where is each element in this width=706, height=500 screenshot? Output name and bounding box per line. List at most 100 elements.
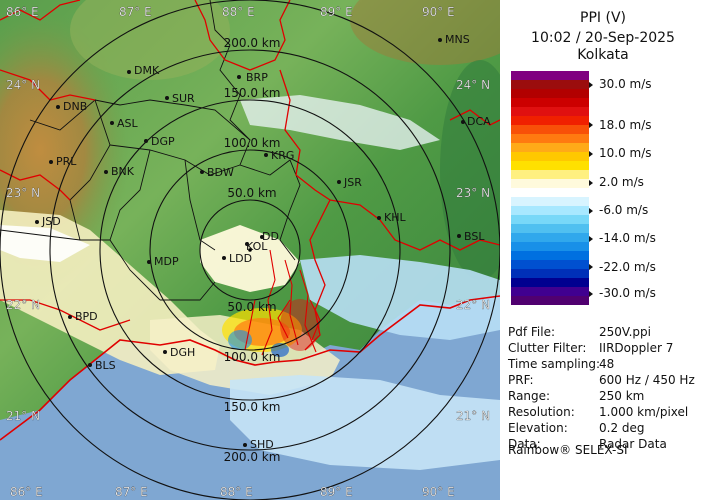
colorbar-segment [511,251,589,260]
colorbar-segment [511,233,589,242]
station-prl: PRL [49,155,77,168]
station-bsl: BSL [457,230,485,243]
sundarbans-rivers [244,249,321,356]
lat-label-left-21: 21° N [6,409,40,423]
range-label-north-200: 200.0 km [224,36,281,50]
metadata-key: Time sampling: [508,357,601,371]
metadata-key: Pdf File: [508,325,556,339]
station-asl: ASL [110,117,139,130]
station-name: Kolkata [577,47,629,63]
echo-north-white [240,95,440,150]
metadata-row: Data: Radar Data [508,436,667,452]
svg-text:DMK: DMK [134,64,160,77]
radar-site-marker [248,248,252,252]
station-khl: KHL [377,211,406,224]
colorbar-segment [511,71,589,80]
lon-label-bottom-90: 90° E [422,485,455,499]
colorbar-segment [511,296,589,305]
station-krg: KRG [264,149,294,162]
colorbar-segment [511,98,589,107]
colorbar-segment [511,260,589,269]
metadata-row: PRF: 600 Hz / 450 Hz [508,372,695,388]
svg-text:SHD: SHD [250,438,274,451]
svg-text:DGH: DGH [170,346,195,359]
svg-text:LDD: LDD [229,252,252,265]
lat-label-right-22: 22° N [456,298,490,312]
metadata-row: Elevation: 0.2 deg [508,420,645,436]
product-title: PPI (V) [580,10,626,26]
colorbar-segment [511,107,589,116]
station-dca: DCA [461,115,491,128]
range-label-north-150: 150.0 km [224,86,281,100]
range-label-south-200: 200.0 km [224,450,281,464]
lon-label-top-88: 88° E [222,5,255,19]
colorbar-segment [511,179,589,188]
station-mdp: MDP [147,255,179,268]
colorbar-tick-label: -6.0 m/s [589,203,648,217]
lon-label-top-86: 86° E [6,5,39,19]
station-dgh: DGH [163,346,195,359]
lon-label-bottom-86: 86° E [10,485,43,499]
svg-text:DGP: DGP [151,135,175,148]
station-jsr: JSR [337,176,362,189]
echo-southeast-blue [230,375,500,470]
svg-text:MNS: MNS [445,33,470,46]
svg-text:BRP: BRP [246,71,268,84]
svg-text:BLS: BLS [95,359,116,372]
lon-label-bottom-89: 89° E [320,485,353,499]
station-bdw: BDW [200,166,234,179]
metadata-row: Range: 250 km [508,388,644,404]
metadata-value: 600 Hz / 450 Hz [599,373,695,387]
svg-text:JSR: JSR [343,176,362,189]
colorbar-tick-label: 2.0 m/s [589,175,644,189]
range-label-north-50: 50.0 km [227,186,276,200]
colorbar-tick-label: -30.0 m/s [589,286,656,300]
lon-label-top-87: 87° E [119,5,152,19]
metadata-key: PRF: [508,373,534,387]
station-bls: BLS [88,359,116,372]
colorbar-segment [511,89,589,98]
radar-map: 200.0 km 150.0 km 100.0 km 50.0 km 50.0 … [0,0,500,500]
colorbar-segment [511,152,589,161]
metadata-key: Resolution: [508,405,575,419]
lon-label-bottom-87: 87° E [115,485,148,499]
colorbar-segment [511,287,589,296]
lat-label-left-23: 23° N [6,186,40,200]
svg-text:ASL: ASL [117,117,139,130]
range-label-south-150: 150.0 km [224,400,281,414]
station-ldd: LDD [222,252,252,265]
lon-label-bottom-88: 88° E [220,485,253,499]
range-ring-50 [199,199,301,301]
svg-text:BDW: BDW [207,166,234,179]
metadata-value: 0.2 deg [599,421,645,435]
range-label-north-100: 100.0 km [224,136,281,150]
metadata-row: Clutter Filter: IIRDoppler 7 [508,340,673,356]
colorbar-segment [511,125,589,134]
colorbar-segment [511,188,589,197]
range-rings [0,0,500,500]
station-dnb: DNB [56,100,87,113]
colorbar-segment [511,242,589,251]
colorbar-segment [511,80,589,89]
station-dd: DD [260,230,279,243]
station-jsd: JSD [35,215,61,228]
datetime-label: 10:02 / 20-Sep-2025 [531,30,675,46]
plateau-northwest [70,0,230,80]
metadata-value: 48 [599,357,615,371]
colorbar-segment [511,161,589,170]
range-label-south-50: 50.0 km [227,300,276,314]
metadata-value: 1.000 km/pixel [599,405,689,419]
lat-label-right-23: 23° N [456,186,490,200]
station-brp: BRP [237,71,268,84]
svg-text:PRL: PRL [56,155,77,168]
colorbar-segment [511,116,589,125]
range-label-south-100: 100.0 km [224,350,281,364]
velocity-colorbar [511,71,589,305]
colorbar-segment [511,197,589,206]
echo-west-white [0,225,90,262]
metadata-value: 250V.ppi [599,325,651,339]
svg-text:JSD: JSD [41,215,61,228]
legend-panel: PPI (V) 10:02 / 20-Sep-2025 Kolkata 30.0… [500,0,706,500]
station-sur: SUR [165,92,195,105]
